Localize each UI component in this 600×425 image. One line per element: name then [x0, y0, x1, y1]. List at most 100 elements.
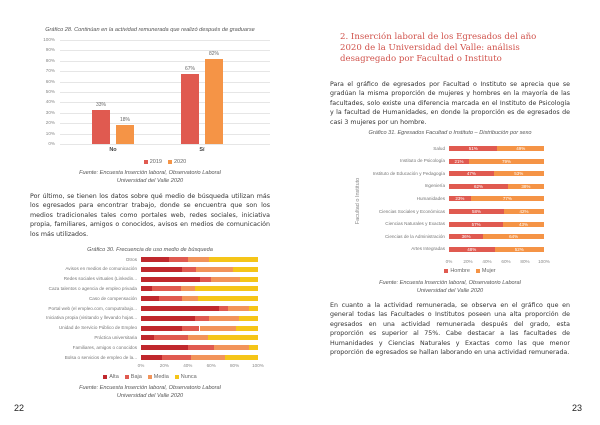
category-label: Ciencias de la Administración: [384, 233, 445, 239]
bar-segment-nunca: [194, 286, 258, 292]
bar-segment-hombre: 23%: [449, 196, 471, 202]
bar-segment-hombre: 48%: [449, 246, 495, 252]
bar-segment-mujer: 79%: [468, 158, 544, 164]
y-tick-label: 60%: [45, 78, 55, 84]
bar-segment-mujer: 42%: [504, 209, 544, 214]
chart-31-legend: Hombre Mujer: [440, 268, 500, 274]
y-tick-label: 0%: [48, 141, 55, 146]
bar-segment-alta: [141, 345, 188, 351]
bar-segment-alta: [141, 286, 152, 292]
bar-segment-hombre: 36%: [449, 234, 484, 240]
chart-31-source: Fuente: Encuesta Inserción laboral, Obse…: [379, 280, 521, 294]
bar-segment-nunca: [240, 276, 258, 282]
bar-segment-media: [199, 325, 236, 331]
legend-nunca: Nunca: [174, 374, 197, 380]
gridline: [60, 50, 270, 52]
gridline: [60, 144, 270, 145]
x-tick-label: 80%: [520, 259, 530, 264]
gridline: [60, 92, 270, 93]
category-label: No: [109, 147, 117, 153]
gridline: [60, 81, 270, 83]
category-label: Caza talentos o agencia de empleo privad…: [48, 285, 137, 291]
bar-segment-media: [227, 306, 249, 311]
bar-segment-alta: [141, 325, 182, 331]
x-tick-label: 20%: [159, 363, 169, 368]
bar-segment-media: [181, 296, 199, 302]
legend-baja: Baja: [124, 374, 142, 380]
category-label: Caso de compensación: [88, 295, 137, 301]
bar-segment-nunca: [235, 325, 258, 331]
bar-segment-nunca: [225, 355, 258, 360]
category-label: Humanidades: [416, 195, 445, 201]
gridline: [60, 40, 270, 41]
bar-2019-Sí: [181, 74, 199, 144]
legend-media: Media: [147, 374, 169, 380]
y-tick-label: 30%: [45, 109, 55, 115]
bar-segment-baja: [187, 345, 214, 351]
bar-segment-baja: [162, 355, 192, 360]
bar-segment-mujer: 43%: [503, 221, 544, 227]
gridline: [60, 112, 270, 114]
x-tick-label: 40%: [183, 363, 193, 368]
bar-segment-nunca: [239, 315, 258, 321]
bar-segment-hombre: 58%: [449, 209, 505, 214]
chart-30-title: Gráfico 30. Frecuencia de uso medio de b…: [87, 247, 213, 253]
legend-mujer: Mujer: [475, 268, 496, 274]
legend-2020: 2020: [168, 159, 186, 165]
category-label: Sí: [199, 147, 205, 153]
bar-value-label: 33%: [95, 101, 106, 108]
x-tick-label: 0%: [137, 363, 145, 368]
bar-segment-baja: [219, 306, 228, 311]
bar-segment-baja: [194, 315, 209, 321]
chart-28-source: Fuente: Encuesta Inserción laboral, Obse…: [79, 170, 221, 184]
bar-segment-mujer: 77%: [470, 196, 544, 202]
category-label: Familiares, amigos o conocidos: [72, 344, 137, 350]
bar-2020-Sí: [205, 58, 223, 144]
bar-segment-mujer: 64%: [483, 234, 544, 240]
bar-segment-baja: [151, 286, 181, 292]
legend-2019: 2019: [143, 159, 162, 165]
category-label: Iniciativa propia (visitando y llevando …: [46, 315, 137, 321]
category-label: Artes Integradas: [411, 246, 445, 252]
right-paragraph-2: En cuanto a la actividad remunerada, se …: [330, 302, 570, 357]
bar-segment-media: [191, 355, 226, 360]
bar-segment-media: [180, 286, 195, 292]
y-tick-label: 100%: [43, 37, 55, 42]
chart-28-title: Gráfico 28. Continúan en la actividad re…: [45, 27, 255, 33]
x-tick-label: 60%: [501, 259, 511, 264]
x-tick-label: 60%: [206, 363, 216, 368]
bar-segment-hombre: 51%: [449, 146, 498, 151]
chart-30-source: Fuente: Encuesta Inserción laboral, Obse…: [79, 385, 221, 399]
category-label: Bolsa o servicios de empleo de la...: [64, 354, 137, 360]
bar-2020-No: [116, 125, 134, 144]
y-tick-label: 40%: [45, 99, 55, 105]
category-label: Práctica universitaria: [94, 334, 137, 340]
bar-segment-hombre: 57%: [449, 221, 504, 227]
x-tick-label: 0%: [445, 259, 453, 264]
bar-value-label: 82%: [208, 50, 219, 57]
bar-segment-alta: [141, 355, 163, 360]
page-number-right: 23: [572, 403, 583, 413]
bar-segment-hombre: 47%: [449, 171, 494, 177]
bar-value-label: 18%: [119, 117, 130, 124]
bar-segment-nunca: [207, 335, 258, 341]
bar-value-label: 67%: [184, 66, 195, 73]
legend-alta: Alta: [103, 374, 119, 380]
bar-segment-alta: [141, 315, 195, 321]
bar-segment-mujer: 38%: [507, 183, 544, 189]
bar-segment-nunca: [248, 345, 258, 351]
bar-segment-alta: [141, 276, 200, 282]
bar-segment-baja: [181, 325, 200, 331]
category-label: Ciencias Sociales y Económicas: [378, 208, 445, 214]
y-tick-label: 90%: [45, 47, 55, 53]
bar-segment-alta: [141, 266, 182, 272]
category-label: Avisos en medios de comunicación: [65, 266, 137, 272]
category-label: Portal web (el empleo.com, computrabajo.…: [48, 305, 137, 311]
bar-segment-nunca: [208, 257, 258, 262]
y-tick-label: 10%: [45, 130, 55, 136]
gridline: [60, 133, 270, 135]
gridline: [60, 102, 270, 104]
x-tick-label: 20%: [463, 259, 473, 264]
bar-segment-nunca: [198, 296, 258, 302]
bar-segment-media: [187, 257, 209, 262]
